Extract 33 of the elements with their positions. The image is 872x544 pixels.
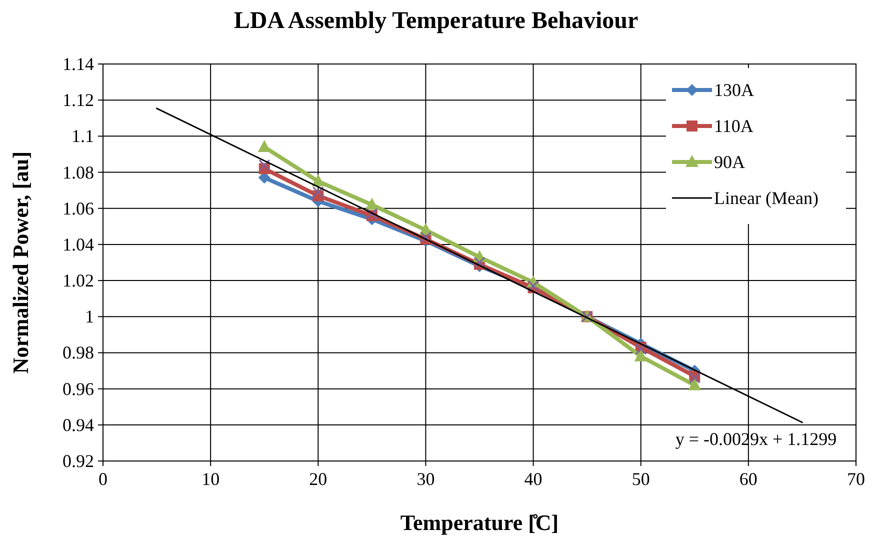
x-tick-label: 0 (98, 469, 108, 489)
y-tick-label: 1.08 (62, 162, 94, 182)
y-tick-label: 0.92 (62, 451, 94, 471)
y-tick-label: 1.06 (62, 198, 94, 218)
y-tick-label: 0.96 (62, 378, 94, 399)
x-tick-label: 10 (202, 469, 220, 489)
point (688, 378, 702, 390)
legend-label: 90A (714, 152, 745, 172)
legend-label: 130A (714, 80, 754, 100)
x-tick-label: 20 (309, 469, 328, 489)
x-tick-label: 70 (847, 469, 865, 489)
y-tick-label: 1.1 (72, 126, 94, 146)
point (420, 231, 432, 243)
point (634, 349, 648, 362)
y-tick-label: 1.12 (62, 90, 94, 110)
y-tick-label: 1.02 (62, 270, 94, 291)
y-tick-label: 1 (85, 306, 94, 327)
y-tick-label: 0.98 (62, 342, 94, 363)
y-tick-label: 1.04 (62, 234, 94, 254)
chart-title: LDA Assembly Temperature Behaviour (234, 8, 638, 34)
x-tick-label: 30 (416, 469, 435, 489)
point (312, 186, 324, 198)
legend-label: Linear (Mean) (714, 188, 818, 208)
x-tick-label: 60 (739, 469, 758, 489)
x-axis-title: Temperature [̊C] (400, 510, 559, 535)
x-tick-label: 50 (632, 469, 650, 489)
y-tick-label: 0.94 (62, 414, 94, 435)
legend-label: 110A (714, 116, 754, 136)
y-axis-title: Normalized Power, [au] (8, 151, 33, 374)
point (258, 159, 270, 171)
y-tick-label: 1.14 (62, 54, 94, 74)
x-tick-label: 40 (524, 469, 542, 489)
point (365, 198, 378, 210)
